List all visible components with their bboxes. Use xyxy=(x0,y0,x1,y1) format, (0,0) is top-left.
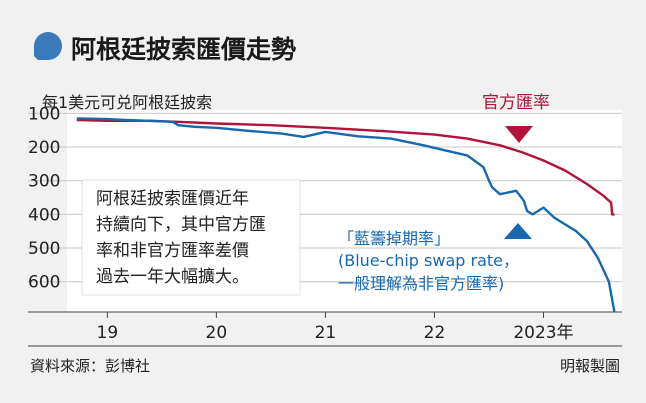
title-block: 阿根廷披索匯價走勢 xyxy=(34,32,296,64)
y-tick-labels: 100 200 300 400 500 600 xyxy=(28,104,60,292)
y-axis-unit-label: 每1美元可兑阿根廷披索 xyxy=(42,93,212,112)
chart-title: 阿根廷披索匯價走勢 xyxy=(71,35,296,64)
x-tick-label: 2023年 xyxy=(513,323,573,343)
down-triangle-icon xyxy=(505,126,533,143)
x-tick-label: 22 xyxy=(424,323,446,343)
y-tick-label: 200 xyxy=(28,138,60,158)
up-triangle-icon xyxy=(504,223,532,239)
series-group xyxy=(76,117,616,313)
note-line-2: 持續向下，其中官方匯 xyxy=(96,215,266,235)
note-line-1: 阿根廷披索匯價近年 xyxy=(96,189,249,209)
x-tick-label: 21 xyxy=(315,323,337,343)
credit-text: 明報製圖 xyxy=(560,357,620,375)
x-tick-labels: 19 20 21 22 2023年 xyxy=(97,323,574,343)
x-tick-label: 19 xyxy=(97,323,119,343)
x-tick-label: 20 xyxy=(206,323,228,343)
note-box: 阿根廷披索匯價近年 持續向下，其中官方匯 率和非官方匯率差價 過去一年大幅擴大。 xyxy=(81,179,301,296)
bluechip-label-line-3: 一般理解為非官方匯率) xyxy=(338,274,504,293)
y-tick-label: 400 xyxy=(28,205,60,225)
bluechip-rate-annotation: 「藍籌掉期率」 (Blue-chip swap rate， 一般理解為非官方匯率… xyxy=(338,223,532,293)
y-tick-label: 600 xyxy=(28,273,60,293)
y-tick-label: 300 xyxy=(28,172,60,192)
bluechip-label-line-1: 「藍籌掉期率」 xyxy=(338,229,450,248)
official-rate-label: 官方匯率 xyxy=(482,93,550,113)
note-background xyxy=(81,179,301,296)
speech-bubble-icon xyxy=(34,32,62,60)
official-rate-line xyxy=(76,118,615,216)
bluechip-label-line-2: (Blue-chip swap rate， xyxy=(338,251,519,270)
y-tick-label: 100 xyxy=(28,104,60,124)
y-tick-label: 500 xyxy=(28,239,60,259)
note-line-3: 率和非官方匯率差價 xyxy=(96,241,249,261)
bluechip-rate-line xyxy=(76,117,616,313)
official-rate-annotation: 官方匯率 xyxy=(482,93,550,143)
note-line-4: 過去一年大幅擴大。 xyxy=(96,267,249,287)
source-text: 資料來源：彭博社 xyxy=(30,357,150,375)
